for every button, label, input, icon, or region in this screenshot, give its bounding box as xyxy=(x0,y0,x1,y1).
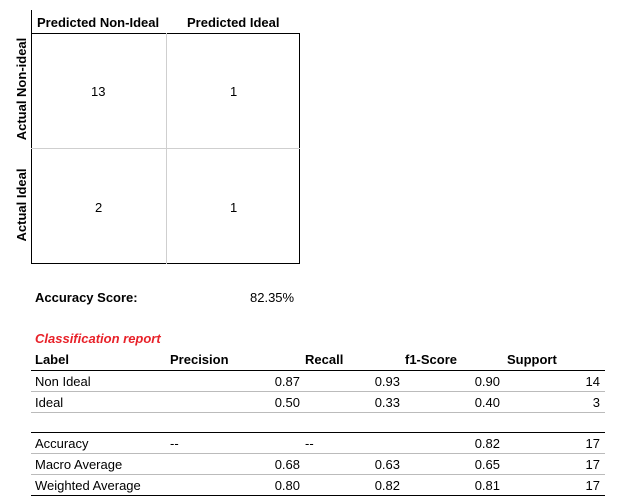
row-label: Weighted Average xyxy=(35,478,141,493)
cell-precision: -- xyxy=(170,436,179,451)
matrix-cell-fn: 2 xyxy=(95,200,103,215)
cell-f1-score: 0.81 xyxy=(474,478,500,493)
row-label: Accuracy xyxy=(35,436,89,451)
cell-recall: -- xyxy=(305,436,314,451)
row-divider xyxy=(31,391,605,392)
cell-f1-score: 0.40 xyxy=(474,395,500,410)
row-label: Ideal xyxy=(35,395,64,410)
matrix-horizontal-divider xyxy=(31,148,300,149)
cell-f1-score: 0.90 xyxy=(474,374,500,389)
row-divider xyxy=(31,412,605,413)
cell-recall: 0.93 xyxy=(374,374,400,389)
matrix-cell-tp: 1 xyxy=(230,200,238,215)
cell-precision: 0.50 xyxy=(274,395,300,410)
header-f1-score: f1-Score xyxy=(405,352,458,367)
cell-support: 17 xyxy=(585,457,600,472)
row-label: Non Ideal xyxy=(35,374,91,389)
header-recall: Recall xyxy=(305,352,344,367)
cell-recall: 0.33 xyxy=(374,395,400,410)
header-label: Label xyxy=(35,352,69,367)
cell-precision: 0.87 xyxy=(274,374,300,389)
row-divider xyxy=(31,474,605,475)
cell-recall: 0.63 xyxy=(374,457,400,472)
table-header-rule xyxy=(31,370,605,371)
col-label-predicted-non-ideal: Predicted Non-Ideal xyxy=(37,15,160,30)
cell-precision: 0.68 xyxy=(274,457,300,472)
matrix-axis-line xyxy=(31,10,32,33)
col-label-predicted-ideal: Predicted Ideal xyxy=(187,15,280,30)
header-precision: Precision xyxy=(170,352,229,367)
header-support: Support xyxy=(507,352,557,367)
classification-report-title: Classification report xyxy=(35,331,161,346)
matrix-cell-fp: 1 xyxy=(230,84,238,99)
row-label-actual-ideal: Actual Ideal xyxy=(14,168,29,242)
summary-section-rule xyxy=(31,432,605,433)
cell-precision: 0.80 xyxy=(274,478,300,493)
accuracy-score-label: Accuracy Score: xyxy=(35,290,138,305)
table-bottom-rule xyxy=(31,495,605,496)
cell-support: 14 xyxy=(585,374,600,389)
cell-f1-score: 0.65 xyxy=(474,457,500,472)
accuracy-score-value: 82.35% xyxy=(250,290,295,305)
cell-recall: 0.82 xyxy=(374,478,400,493)
matrix-cell-tn: 13 xyxy=(91,84,106,99)
cell-support: 3 xyxy=(592,395,600,410)
cell-support: 17 xyxy=(585,478,600,493)
cell-f1-score: 0.82 xyxy=(474,436,500,451)
row-divider xyxy=(31,453,605,454)
row-label: Macro Average xyxy=(35,457,123,472)
row-label-actual-non-ideal: Actual Non-ideal xyxy=(14,37,29,141)
cell-support: 17 xyxy=(585,436,600,451)
